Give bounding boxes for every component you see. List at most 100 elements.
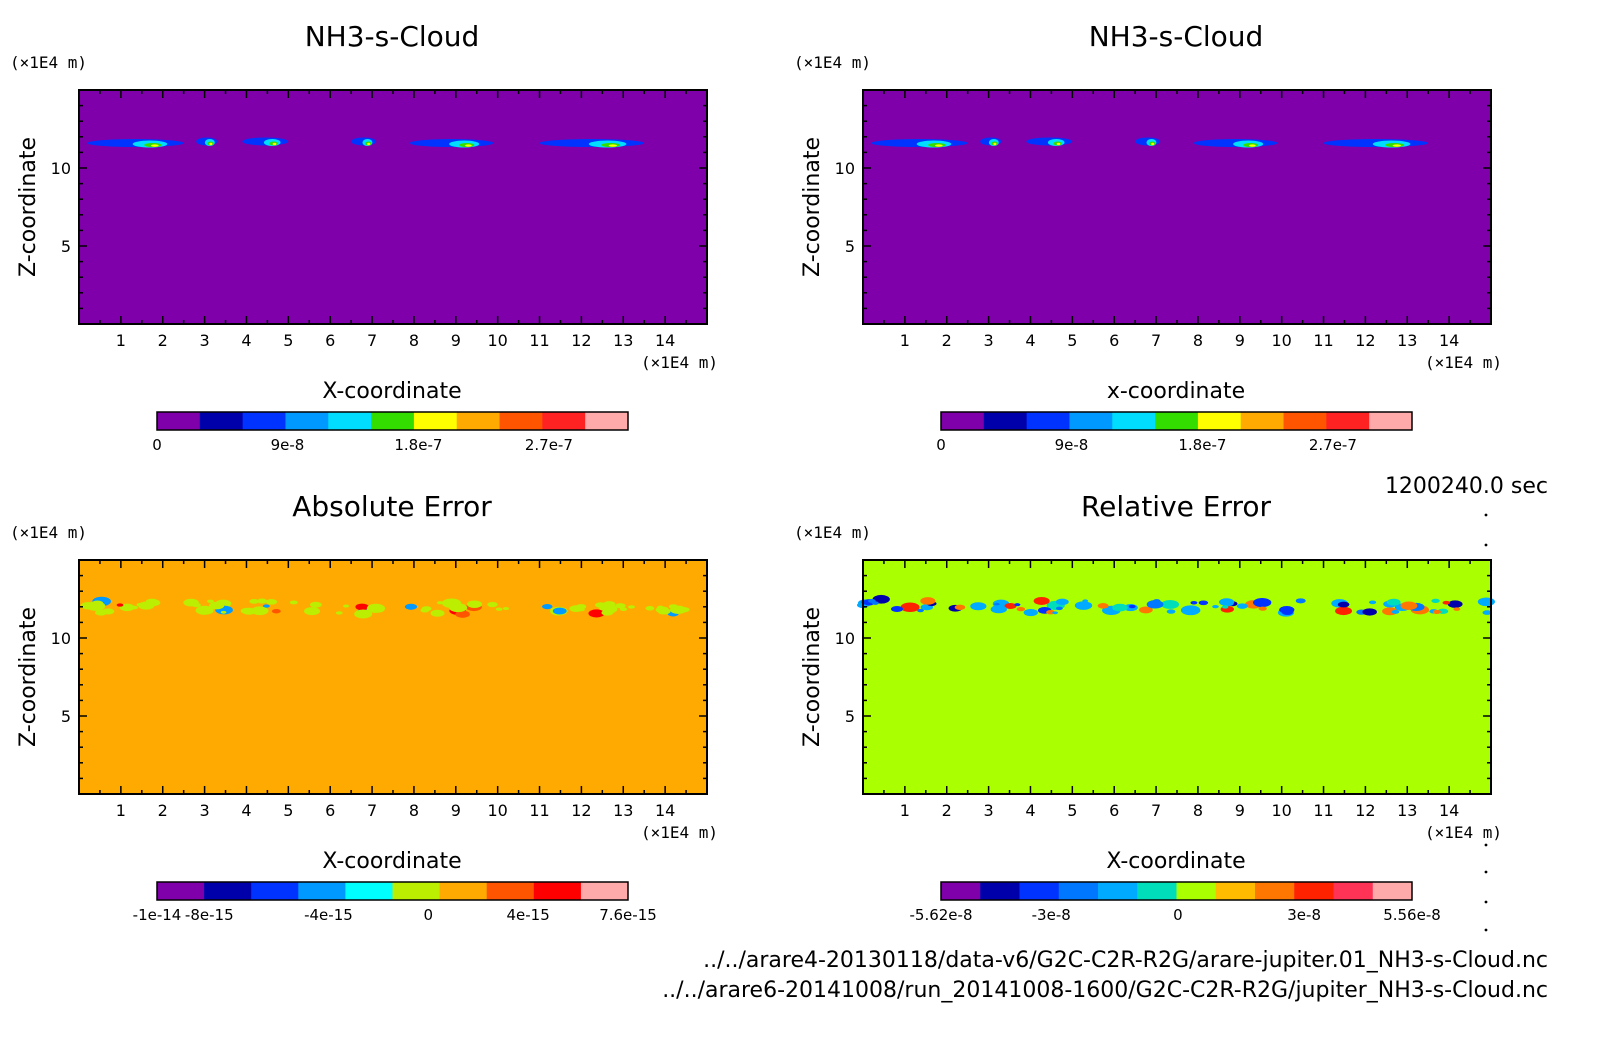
feature-patch xyxy=(1052,611,1059,615)
panel-title: Relative Error xyxy=(1081,490,1272,523)
feature-patch xyxy=(900,602,920,613)
x-tick-label: 4 xyxy=(241,331,251,350)
margin-dot xyxy=(1484,870,1488,874)
x-tick-label: 11 xyxy=(529,801,549,820)
colorbar-label: 1.8e-7 xyxy=(1178,436,1226,454)
feature-patch xyxy=(1161,599,1180,609)
x-tick-label: 6 xyxy=(1109,801,1119,820)
feature-patch xyxy=(289,600,298,605)
feature-patch xyxy=(265,599,278,605)
colorbar-label: 3e-8 xyxy=(1287,906,1321,924)
y-unit-label: (×1E4 m) xyxy=(794,523,871,542)
feature-patch xyxy=(343,604,350,608)
colorbar-swatch xyxy=(1255,882,1295,900)
feature-patch xyxy=(335,611,343,615)
feature-patch xyxy=(603,601,616,608)
colorbar-swatch xyxy=(242,412,286,430)
feature-patch xyxy=(1482,610,1492,615)
x-tick-label: 11 xyxy=(529,331,549,350)
panel-3: Absolute Error(×1E4 m)1 2 3 4 5 6 7 8 9 10 11 12 13 1… xyxy=(10,490,718,924)
x-tick-label: 1 xyxy=(116,801,126,820)
x-axis-label: X-coordinate xyxy=(322,849,461,874)
colorbar-swatch xyxy=(1019,882,1060,900)
y-unit-label: (×1E4 m) xyxy=(794,53,871,72)
colorbar-swatch xyxy=(499,412,543,430)
feature-patch xyxy=(1055,598,1069,606)
x-tick-label: 4 xyxy=(1025,331,1035,350)
feature-patch xyxy=(1258,606,1267,611)
feature-patch xyxy=(541,603,553,610)
colorbar-swatch xyxy=(371,412,415,430)
feature-patch xyxy=(1281,609,1294,616)
y-tick-label: 10 xyxy=(51,159,71,178)
feature-layer xyxy=(608,144,617,147)
colorbar-swatch xyxy=(328,412,372,430)
colorbar-label: 0 xyxy=(936,436,946,454)
field-feature xyxy=(351,137,377,146)
feature-patch xyxy=(436,601,444,605)
feature-patch xyxy=(1212,604,1219,609)
x-axis-label: x-coordinate xyxy=(1107,379,1245,404)
x-tick-label: 11 xyxy=(1313,801,1333,820)
colorbar-swatch xyxy=(941,882,981,900)
feature-patch xyxy=(138,601,155,610)
field-feature xyxy=(404,598,510,618)
x-tick-label: 13 xyxy=(613,331,633,350)
colorbar-label: 9e-8 xyxy=(271,436,305,454)
panel-2: NH3-s-Cloud(×1E4 m)1 2 3 4 5 6 7 8 9 10 11 12 13 1451… xyxy=(794,20,1502,454)
feature-patch xyxy=(1453,607,1461,611)
field-feature xyxy=(1135,137,1161,146)
colorbar-swatch xyxy=(1098,882,1138,900)
field-background xyxy=(79,560,707,794)
feature-patch xyxy=(495,607,503,611)
field-feature xyxy=(1193,139,1278,148)
margin-dot xyxy=(1484,843,1488,847)
field-feature xyxy=(1112,599,1180,614)
x-tick-label: 10 xyxy=(487,331,507,350)
feature-patch xyxy=(502,607,510,611)
feature-patch xyxy=(871,601,879,605)
feature-patch xyxy=(1442,600,1450,605)
feature-patch xyxy=(1400,601,1418,610)
colorbar-swatch xyxy=(439,882,488,900)
feature-patch xyxy=(1295,598,1306,604)
y-tick-label: 10 xyxy=(51,629,71,648)
feature-patch xyxy=(872,594,890,604)
colorbar-swatch xyxy=(298,882,346,900)
field-feature xyxy=(80,596,161,616)
field-feature xyxy=(871,139,968,148)
feature-patch xyxy=(102,608,115,615)
feature-patch xyxy=(366,603,386,613)
x-tick-label: 3 xyxy=(984,801,994,820)
colorbar-swatch xyxy=(1294,882,1334,900)
colorbar-swatch xyxy=(204,882,252,900)
x-tick-label: 6 xyxy=(325,801,335,820)
feature-patch xyxy=(668,604,678,609)
margin-dot xyxy=(1484,543,1488,547)
colorbar-swatch xyxy=(1197,412,1242,430)
x-tick-label: 7 xyxy=(1151,331,1161,350)
colorbar-swatch xyxy=(580,882,629,900)
feature-patch xyxy=(970,602,987,611)
field-feature xyxy=(196,137,218,146)
x-unit-label: (×1E4 m) xyxy=(1425,823,1502,842)
feature-patch xyxy=(1386,598,1401,606)
feature-patch xyxy=(1477,597,1495,607)
colorbar-label: 5.56e-8 xyxy=(1383,906,1441,924)
colorbar-label: 0 xyxy=(152,436,162,454)
x-tick-label: 13 xyxy=(1397,801,1417,820)
margin-dot xyxy=(1484,928,1488,932)
feature-patch xyxy=(220,610,227,614)
feature-layer xyxy=(1392,144,1401,147)
feature-patch xyxy=(257,598,268,604)
panel-4: Relative Error(×1E4 m)1 2 3 4 5 6 7 8 9 10 11 12 13 1… xyxy=(794,490,1502,924)
feature-patch xyxy=(588,609,605,618)
feature-layer xyxy=(150,144,159,147)
feature-patch xyxy=(954,604,966,610)
feature-patch xyxy=(430,609,445,617)
feature-patch xyxy=(1166,609,1176,614)
time-label: 1200240.0 sec xyxy=(1384,474,1548,499)
colorbar: 0 9e-8 1.8e-7 2.7e-7 xyxy=(152,411,629,454)
margin-dot xyxy=(1484,900,1488,904)
feature-patch xyxy=(80,601,96,610)
